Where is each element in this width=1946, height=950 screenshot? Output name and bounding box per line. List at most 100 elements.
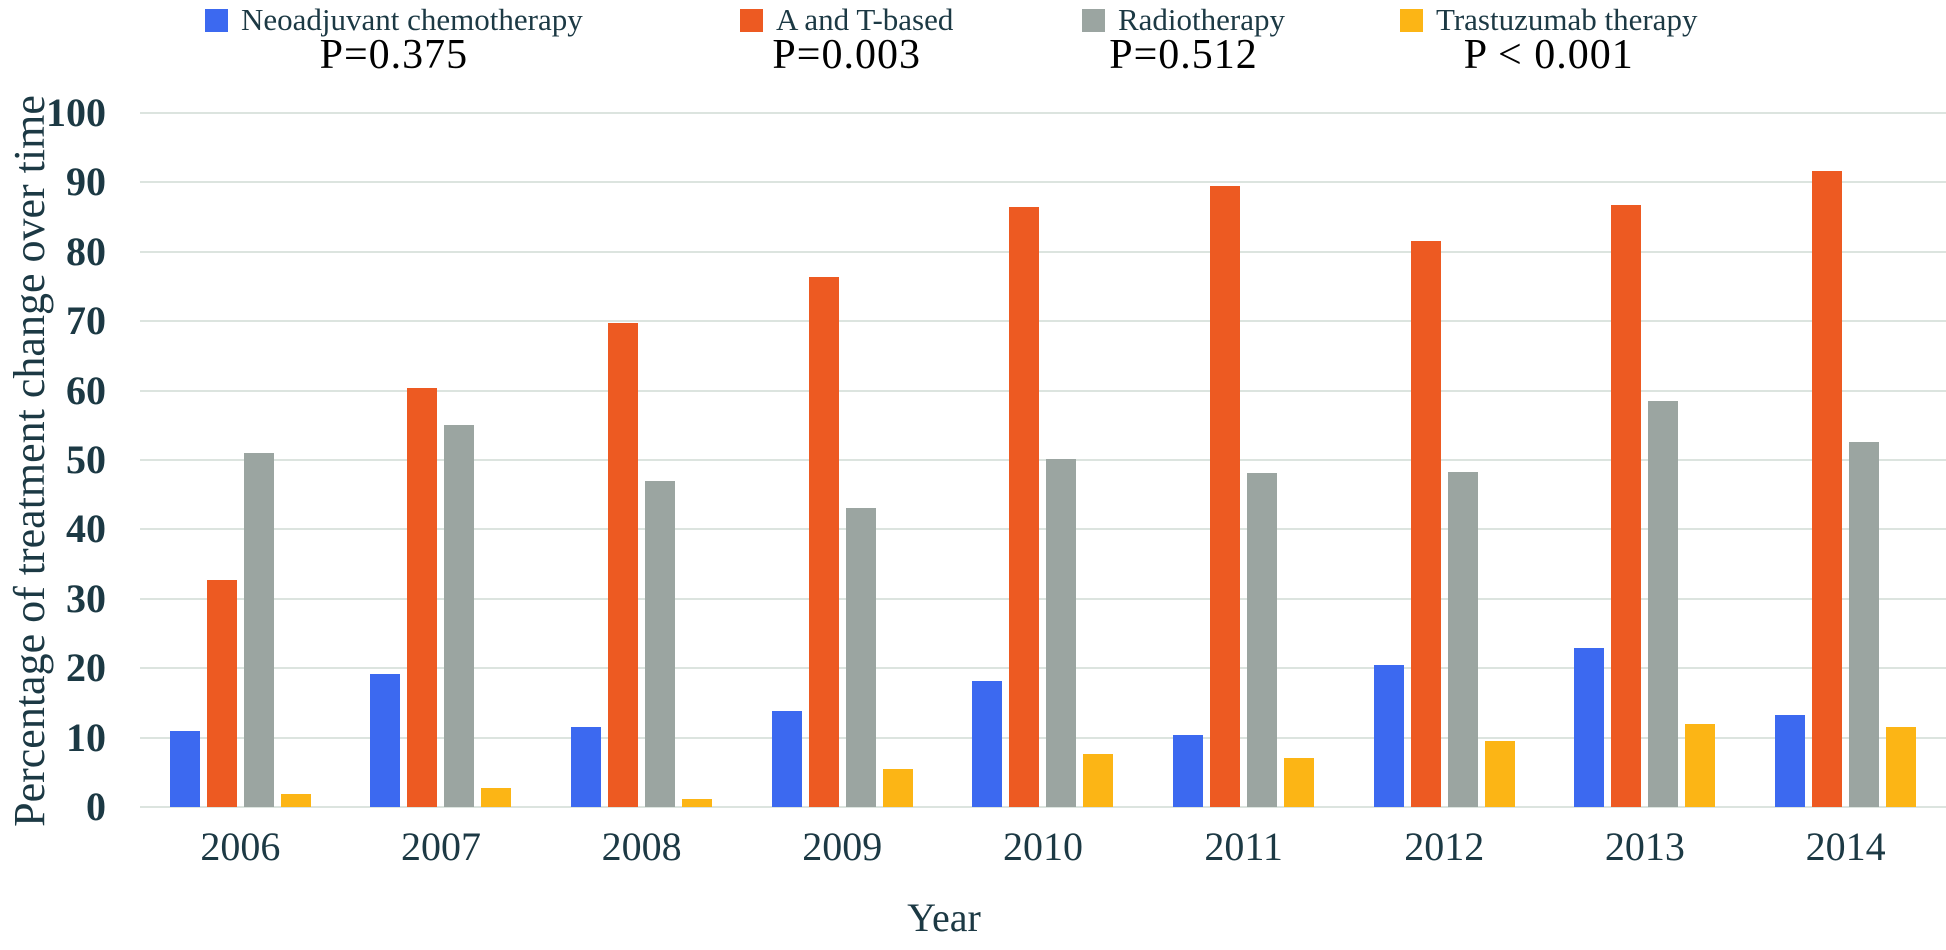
- bar: [206, 580, 237, 807]
- bar: [1210, 185, 1241, 807]
- gridline: [140, 459, 1946, 461]
- gridline: [140, 112, 1946, 114]
- gridline: [140, 181, 1946, 184]
- bar-group-2010: 2010: [972, 113, 1114, 869]
- legend-swatch-blue-icon: [205, 8, 228, 32]
- bar-group-2009: 2009: [771, 113, 913, 869]
- legend-head: Radiotherapy: [1082, 2, 1285, 38]
- y-tick-label: 40: [66, 506, 106, 552]
- x-tick-label: 2012: [1404, 824, 1485, 869]
- x-tick-label: 2007: [400, 824, 481, 869]
- bar: [1083, 754, 1114, 807]
- gridline: [140, 528, 1946, 531]
- bar: [370, 673, 401, 807]
- bar: [1611, 205, 1642, 807]
- bar: [1812, 171, 1843, 807]
- y-tick-label: 80: [66, 228, 106, 274]
- legend-swatch-orange-icon: [740, 8, 763, 32]
- gridline: [140, 250, 1946, 253]
- p-value: P < 0.001: [1463, 32, 1634, 78]
- legend-head: A and T-based: [740, 2, 953, 38]
- bar-group-2006: 2006: [169, 113, 311, 869]
- bar: [645, 480, 676, 807]
- bar: [1284, 757, 1315, 807]
- legend-label: Neoadjuvant chemotherapy: [241, 2, 583, 37]
- bars: 2006 2007 2008 2009 2010 2011 2012 2013 2014: [140, 113, 1946, 869]
- bar: [845, 507, 876, 807]
- legend-item-radiotherapy: Radiotherapy P=0.512: [1082, 2, 1285, 79]
- legend-head: Neoadjuvant chemotherapy: [205, 2, 583, 38]
- y-axis-ticks: 100 90 80 70 60 50 40 30 20 10 0: [0, 93, 112, 827]
- y-tick-label: 60: [66, 367, 106, 413]
- legend-swatch-yellow-icon: [1400, 8, 1423, 32]
- y-tick-label: 0: [86, 784, 106, 829]
- bar: [1648, 401, 1679, 807]
- bar: [407, 387, 438, 807]
- legend-head: Trastuzumab therapy: [1400, 2, 1697, 38]
- bar: [1009, 207, 1040, 807]
- bar: [1775, 715, 1806, 807]
- bar: [608, 322, 639, 807]
- legend-label: Radiotherapy: [1118, 2, 1286, 37]
- legend-label: A and T-based: [776, 2, 954, 37]
- y-tick-label: 10: [66, 714, 106, 760]
- bar: [771, 710, 802, 807]
- bar: [280, 793, 311, 807]
- legend-item-trastuzumab: Trastuzumab therapy P < 0.001: [1400, 2, 1697, 79]
- bar: [1849, 441, 1880, 807]
- bar-group-2013: 2013: [1574, 113, 1716, 869]
- x-tick-label: 2009: [802, 824, 883, 869]
- bar: [444, 425, 475, 807]
- x-axis-title: Year: [907, 895, 981, 940]
- bar-group-2011: 2011: [1173, 113, 1315, 869]
- y-tick-label: 30: [66, 575, 106, 621]
- bar: [1046, 459, 1077, 807]
- legend-item-a-and-t: A and T-based P=0.003: [740, 2, 953, 79]
- bar: [481, 787, 512, 807]
- y-tick-label: 70: [66, 298, 106, 344]
- bar: [1574, 648, 1605, 807]
- y-tick-label: 20: [66, 645, 106, 691]
- y-tick-label: 90: [66, 159, 106, 205]
- bar: [571, 726, 602, 807]
- x-tick-label: 2013: [1604, 824, 1685, 869]
- bar: [1410, 240, 1441, 807]
- bar-group-2014: 2014: [1775, 113, 1917, 869]
- bar: [1484, 741, 1515, 807]
- legend-item-neoadjuvant: Neoadjuvant chemotherapy P=0.375: [205, 2, 583, 79]
- legend-label: Trastuzumab therapy: [1436, 2, 1698, 37]
- gridline: [140, 389, 1946, 392]
- x-tick-label: 2014: [1805, 824, 1886, 869]
- plot-area: 2006 2007 2008 2009 2010 2011 2012 2013 2014: [140, 112, 1946, 869]
- x-tick-label: 2006: [200, 824, 281, 869]
- y-tick-label: 100: [46, 90, 106, 135]
- x-tick-label: 2010: [1002, 824, 1083, 869]
- y-tick-label: 50: [66, 437, 106, 482]
- gridline: [140, 597, 1946, 600]
- gridline: [140, 806, 1946, 808]
- p-value: P=0.003: [772, 32, 921, 78]
- bar: [1447, 471, 1478, 807]
- gridline: [140, 320, 1946, 323]
- p-value: P=0.375: [319, 32, 469, 78]
- bar: [1886, 727, 1917, 807]
- bar: [1373, 665, 1404, 807]
- bar-group-2007: 2007: [370, 113, 512, 869]
- bar: [682, 799, 713, 807]
- gridlines: [140, 112, 1946, 808]
- bar: [972, 680, 1003, 807]
- legend-swatch-gray-icon: [1082, 8, 1105, 32]
- bar: [1685, 723, 1716, 807]
- p-value: P=0.512: [1109, 32, 1258, 78]
- x-tick-label: 2011: [1204, 824, 1283, 869]
- gridline: [140, 736, 1946, 739]
- bar: [882, 768, 913, 807]
- bar: [1247, 472, 1278, 807]
- bar-group-2012: 2012: [1373, 113, 1515, 869]
- bar: [808, 277, 839, 807]
- bar: [243, 453, 274, 807]
- bar-group-2008: 2008: [571, 113, 713, 869]
- bar: [1173, 734, 1204, 807]
- gridline: [140, 667, 1946, 670]
